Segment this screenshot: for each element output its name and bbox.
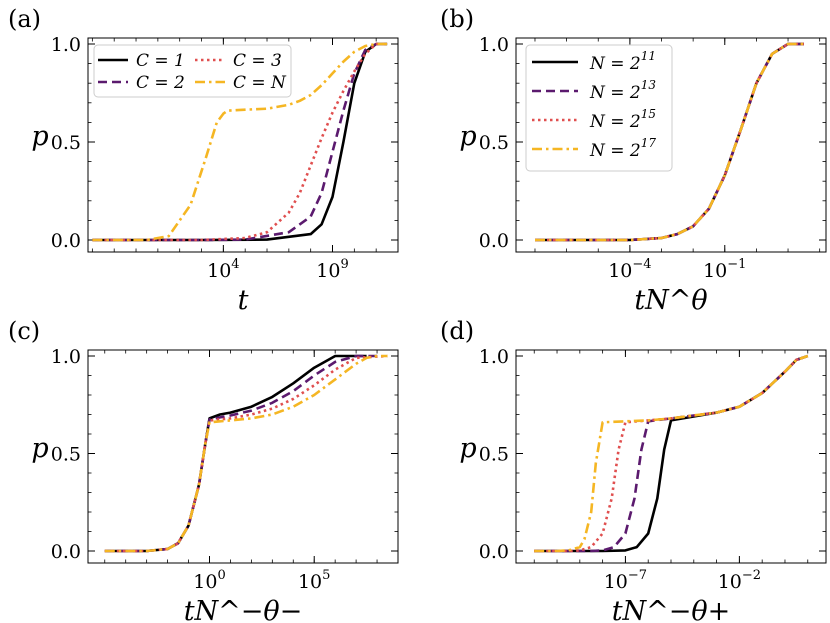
axes-frame bbox=[87, 37, 399, 253]
panel-label: (a) bbox=[8, 5, 41, 33]
axes-frame bbox=[515, 349, 827, 564]
legend-box bbox=[525, 44, 673, 172]
series-line bbox=[534, 354, 809, 553]
legend-entry: C = 2 bbox=[136, 73, 185, 93]
y-tick-label: 0.5 bbox=[479, 132, 509, 154]
legend-entry-exp: 15 bbox=[641, 107, 656, 121]
x-tick-base: 10 bbox=[718, 571, 742, 593]
legend-entry: N = 217 bbox=[589, 136, 656, 161]
x-axis-label: tN^−θ− bbox=[184, 596, 303, 623]
x-tick-base: 10 bbox=[608, 260, 632, 282]
legend-entry-exp: 17 bbox=[641, 136, 657, 150]
x-tick-exp: −2 bbox=[742, 568, 761, 583]
series-line bbox=[534, 354, 809, 553]
x-tick-label: 10−1 bbox=[703, 257, 746, 282]
axes-frame bbox=[87, 349, 399, 564]
x-tick-label: 105 bbox=[298, 568, 330, 593]
x-tick-base: 10 bbox=[604, 571, 628, 593]
y-tick-label: 0.5 bbox=[479, 444, 509, 466]
x-tick-label: 109 bbox=[316, 257, 348, 282]
y-axis-label: p bbox=[459, 121, 476, 152]
x-tick-base: 10 bbox=[193, 571, 217, 593]
y-tick-label: 1.0 bbox=[479, 34, 509, 56]
series-line bbox=[104, 354, 388, 553]
series-line bbox=[92, 42, 388, 242]
x-tick-label: 100 bbox=[193, 568, 225, 593]
legend-entry: C = 3 bbox=[233, 51, 282, 71]
legend-entry-base: N = 2 bbox=[589, 112, 641, 132]
legend-box bbox=[93, 44, 292, 98]
panel-label: (d) bbox=[440, 317, 474, 345]
x-tick-label: 10−2 bbox=[718, 568, 761, 593]
x-tick-exp: −7 bbox=[628, 568, 647, 583]
y-tick-label: 0.0 bbox=[51, 541, 81, 563]
y-tick-label: 0.5 bbox=[51, 132, 81, 154]
y-tick-label: 0.0 bbox=[479, 230, 509, 252]
x-tick-base: 10 bbox=[703, 260, 727, 282]
legend-entry: N = 215 bbox=[589, 107, 656, 132]
series-line bbox=[534, 354, 809, 553]
x-tick-exp: −1 bbox=[727, 257, 746, 272]
y-axis-label: p bbox=[31, 433, 48, 464]
x-tick-base: 10 bbox=[298, 571, 322, 593]
x-tick-exp: 4 bbox=[231, 257, 239, 272]
x-tick-label: 10−4 bbox=[608, 257, 651, 282]
y-tick-label: 1.0 bbox=[51, 346, 81, 368]
legend-entry: C = N bbox=[233, 73, 287, 93]
legend-entry: N = 213 bbox=[589, 78, 656, 103]
legend-entry: N = 211 bbox=[589, 49, 656, 74]
x-axis-label: tN^θ bbox=[634, 285, 707, 316]
x-axis-label: t bbox=[238, 285, 249, 316]
legend-entry: C = 1 bbox=[136, 51, 185, 71]
x-tick-label: 104 bbox=[207, 257, 239, 282]
y-tick-label: 0.0 bbox=[51, 230, 81, 252]
y-axis-label: p bbox=[31, 121, 48, 152]
series-line bbox=[92, 42, 388, 242]
panel-label: (c) bbox=[8, 317, 40, 345]
legend-entry-exp: 13 bbox=[641, 78, 657, 92]
x-tick-base: 10 bbox=[316, 260, 340, 282]
x-tick-base: 10 bbox=[207, 260, 231, 282]
y-axis-label: p bbox=[459, 433, 476, 464]
x-axis-label: tN^−θ+ bbox=[612, 596, 731, 623]
series-line bbox=[104, 354, 388, 553]
x-tick-exp: 5 bbox=[322, 568, 330, 583]
x-tick-exp: 9 bbox=[340, 257, 348, 272]
series-line bbox=[104, 354, 367, 553]
legend-entry-base: N = 2 bbox=[589, 141, 641, 161]
y-tick-label: 1.0 bbox=[479, 346, 509, 368]
x-tick-exp: 0 bbox=[217, 568, 225, 583]
legend-entry-base: N = 2 bbox=[589, 83, 641, 103]
panel-label: (b) bbox=[440, 5, 474, 33]
legend-entry-exp: 11 bbox=[641, 49, 656, 63]
y-tick-label: 0.0 bbox=[479, 541, 509, 563]
x-tick-exp: −4 bbox=[632, 257, 651, 272]
y-tick-label: 0.5 bbox=[51, 444, 81, 466]
series-line bbox=[104, 354, 378, 553]
legend: C = 1C = 2 C = 3C = N bbox=[93, 44, 292, 98]
y-tick-label: 1.0 bbox=[51, 34, 81, 56]
series-line bbox=[92, 42, 388, 242]
series-line bbox=[534, 354, 809, 553]
x-tick-label: 10−7 bbox=[604, 568, 647, 593]
series-line bbox=[535, 42, 804, 242]
legend-entry-base: N = 2 bbox=[589, 54, 641, 74]
axes-frame bbox=[515, 37, 827, 253]
series-line bbox=[92, 42, 388, 242]
